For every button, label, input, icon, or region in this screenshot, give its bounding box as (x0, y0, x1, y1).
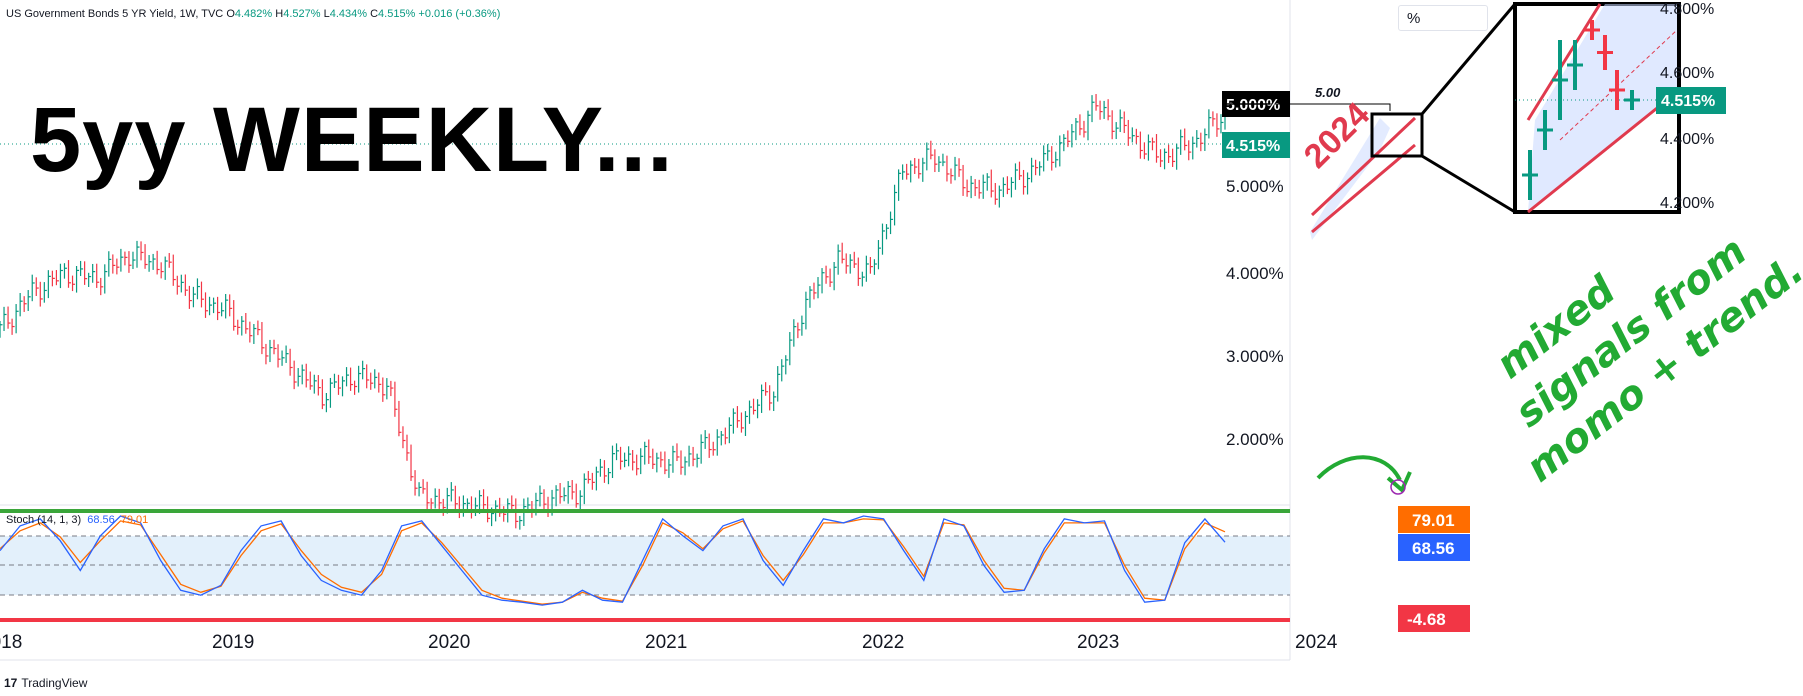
stoch-legend: Stoch (14, 1, 3) 68.56 79.01 (6, 514, 148, 526)
ohlc-low: L4.434% (323, 8, 368, 20)
stoch-d-label-bg (1398, 506, 1470, 533)
inset-y-tick: 4.200% (1660, 195, 1714, 212)
high-annotation: 5.00 (1315, 85, 1341, 100)
inset-channel-lower (1527, 90, 1678, 214)
x-tick: 2021 (645, 632, 687, 653)
zoom-connector-bottom (1421, 154, 1516, 214)
annotation-arrow (1316, 455, 1402, 481)
lightning-icon (1390, 479, 1406, 495)
stoch-d-line (0, 518, 1226, 605)
price-change: +0.016 (+0.36%) (418, 8, 501, 20)
price-candles (0, 94, 1228, 530)
ohlc-high: H4.527% (275, 8, 321, 20)
inset-chart: 4.800% 4.600% 4.400% 4.200% 4.515% (1513, 1, 1726, 214)
time-axis: 2018 2019 2020 2021 2022 2023 2024 (0, 632, 1338, 653)
y-tick: 3.000% (1226, 347, 1284, 366)
high-price-label: 5.000% (1226, 97, 1280, 114)
x-tick: 2023 (1077, 632, 1119, 653)
inset-candles (1522, 20, 1640, 200)
inset-y-tick: 4.400% (1660, 131, 1714, 148)
stoch-k-line (0, 515, 1226, 606)
stoch-legend-d: 79.01 (121, 514, 149, 526)
inset-y-tick: 4.800% (1660, 1, 1714, 18)
stoch-low-label: -4.68 (1407, 610, 1446, 629)
stoch-k-label-bg (1398, 534, 1470, 561)
inset-last-label-bg (1656, 87, 1726, 114)
channel-upper-line (1310, 116, 1417, 217)
ohlc-close: C4.515% (370, 8, 416, 20)
x-tick: 2022 (862, 632, 904, 653)
chart-title: 5yy WEEKLY... (30, 89, 674, 191)
stoch-d-label: 79.01 (1412, 511, 1455, 530)
inset-channel-upper (1526, 3, 1602, 121)
x-tick: 2024 (1295, 632, 1338, 653)
last-price-label-bg (1222, 132, 1290, 158)
x-tick: 2020 (428, 632, 470, 653)
y-tick: 4.000% (1226, 264, 1284, 283)
inset-last-label: 4.515% (1661, 93, 1715, 110)
y-tick: 2.000% (1226, 430, 1284, 449)
last-price-label: 4.515% (1226, 138, 1280, 155)
five-line (1275, 103, 1391, 111)
stoch-k-label: 68.56 (1412, 539, 1455, 558)
inset-channel-fill (1528, 4, 1677, 212)
price-axis: 5.000% 4.000% 3.000% 2.000% (1226, 177, 1284, 449)
stoch-legend-name: Stoch (14, 1, 3) (6, 514, 81, 526)
inset-y-tick: 4.600% (1660, 65, 1714, 82)
tradingview-watermark: 17 TradingView (4, 676, 88, 690)
x-tick: 2019 (212, 632, 254, 653)
y-tick: 5.000% (1226, 177, 1284, 196)
scale-unit-button[interactable]: % (1398, 5, 1488, 31)
stoch-legend-k: 68.56 (87, 514, 115, 526)
tradingview-logo-icon: 17 (4, 676, 18, 690)
ohlc-open: O4.482% (226, 8, 273, 20)
x-tick: 2018 (0, 632, 22, 653)
stoch-low-label-bg (1398, 605, 1470, 632)
symbol-header: US Government Bonds 5 YR Yield, 1W, TVC … (6, 8, 500, 20)
zoom-connector-top (1420, 3, 1517, 115)
symbol-name: US Government Bonds 5 YR Yield, 1W, TVC (6, 8, 224, 20)
channel-lower-line (1311, 143, 1416, 234)
zoom-box (1370, 112, 1424, 158)
